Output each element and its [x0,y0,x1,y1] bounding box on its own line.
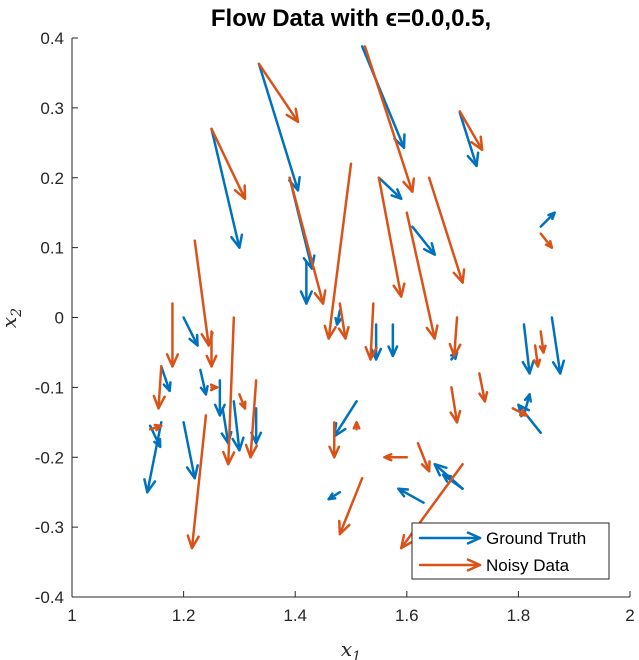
x-tick-label: 1.2 [172,606,196,625]
y-tick-label: -0.3 [35,518,64,537]
ground-truth-arrow [299,260,314,305]
noisy-data-arrow [338,476,364,536]
ground-truth-arrow [411,225,436,256]
ground-truth-arrow [517,403,542,435]
y-tick-label: -0.2 [35,448,64,467]
x-tick-label: 1.6 [395,606,419,625]
legend-box [411,522,610,580]
noisy-data-arrow [427,176,466,284]
ground-truth-arrow [182,421,199,480]
ground-truth-arrow [360,45,406,149]
chart-title: Flow Data with ϵ=0.0,0.5, [211,5,491,32]
ground-truth-arrow [441,473,464,490]
noisy-data-arrow [193,239,214,347]
noisy-data-arrow [238,393,247,410]
ground-truth-arrow [231,400,245,452]
y-tick-label: 0.4 [40,29,64,48]
ground-truth-arrow [182,316,199,347]
noisy-data-arrow [222,316,236,466]
ground-truth-arrow [143,421,163,494]
noisy-data-arrow [209,383,219,392]
noisy-data-arrow [257,62,300,124]
noisy-data-arrow [328,421,341,459]
noisy-data-arrow [538,330,547,354]
noisy-data-arrow [148,423,163,432]
x-axis-label: x1 [341,637,361,660]
noisy-data-arrow [364,302,378,361]
ground-truth-arrow [397,487,425,504]
y-axis-label: x2 [0,308,25,328]
ground-truth-arrow [210,127,244,249]
ground-truth-arrow [333,400,358,438]
noisy-data-arrow [210,127,247,200]
noisy-data-arrow [478,372,489,403]
legend-label: Ground Truth [486,529,586,548]
ground-truth-arrow [199,368,209,396]
y-tick-label: 0 [55,309,64,328]
noisy-data-arrow [458,110,484,152]
noisy-data-arrow [449,386,462,424]
axis-ticks: 1 1.2 1.4 1.6 1.8 2 0.4 0.3 0.2 0.1 0 -0.1 -0.2 -0.3 -… [35,29,635,625]
noisy-data-arrow [323,162,353,340]
y-tick-label: -0.1 [35,378,64,397]
ground-truth-arrow [458,111,480,168]
y-tick-label: 0.3 [40,99,64,118]
noisy-data-arrow [448,316,462,358]
noisy-data-arrow [399,462,464,550]
legend-arrow-0 [418,531,482,545]
ground-truth-arrow [257,62,301,192]
ground-truth-arrow [160,365,172,393]
legend-arrow-1 [418,558,482,572]
arrow-field [143,45,566,550]
ground-truth-arrow [377,176,403,200]
noisy-data-arrow [288,176,327,305]
noisy-data-arrow [244,379,259,459]
legend-label: Noisy Data [486,556,570,575]
x-tick-label: 2 [625,606,634,625]
ground-truth-arrow [327,490,342,501]
x-tick-label: 1 [67,606,76,625]
ground-truth-arrow [334,309,343,326]
y-tick-label: 0.2 [40,169,64,188]
legend: Ground Truth Noisy Data [411,522,610,580]
x-tick-label: 1.8 [507,606,531,625]
noisy-data-arrow [165,302,180,368]
noisy-data-arrow [152,365,166,410]
ground-truth-arrow [550,316,566,375]
noisy-data-arrow [377,176,406,298]
x-tick-label: 1.4 [283,606,307,625]
noisy-data-arrow [416,442,431,473]
noisy-data-arrow [533,344,542,368]
ground-truth-arrow [387,323,399,358]
noisy-data-arrow [363,45,416,193]
ground-truth-arrow [539,211,556,228]
noisy-data-arrow [539,232,554,249]
y-tick-label: -0.4 [35,588,64,607]
noisy-data-arrow [186,414,208,550]
noisy-data-arrow [383,452,409,462]
y-tick-label: 0.1 [40,239,64,258]
noisy-data-arrow [205,330,218,368]
noisy-data-arrow [352,421,361,431]
noisy-data-arrow [405,211,439,340]
noisy-data-arrow [511,407,529,417]
ground-truth-arrow [521,323,535,375]
noisy-data-arrow [337,302,350,340]
